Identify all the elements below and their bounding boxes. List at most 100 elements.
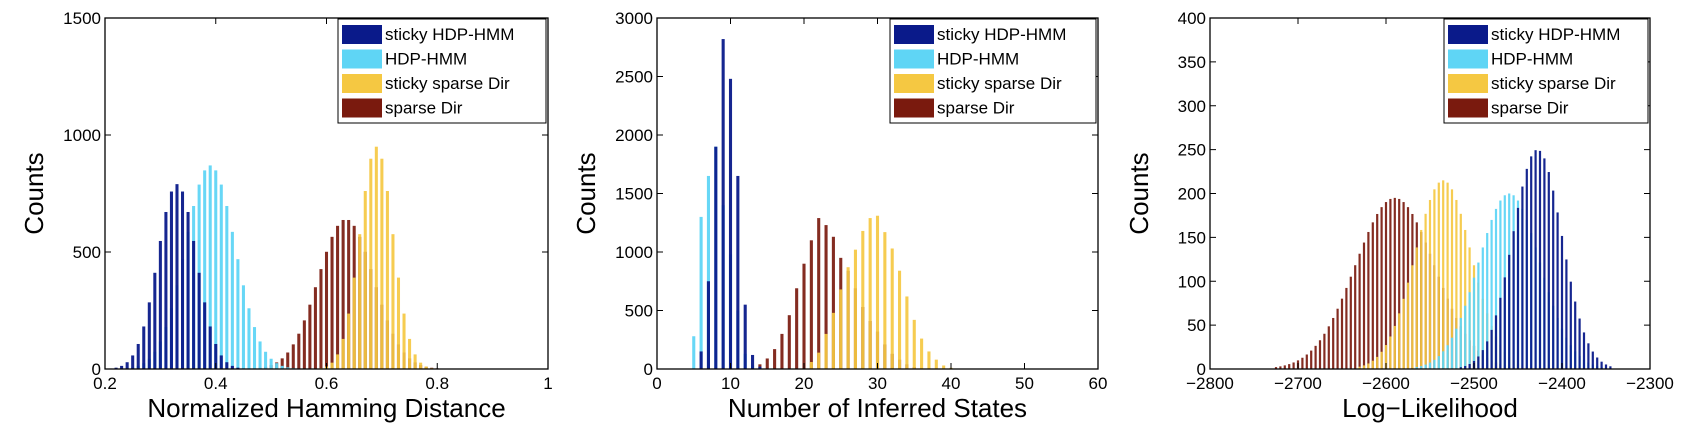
bar bbox=[241, 285, 245, 369]
bar bbox=[1376, 213, 1379, 369]
bar bbox=[942, 365, 946, 369]
bar bbox=[721, 39, 725, 370]
bar bbox=[247, 308, 251, 369]
bar bbox=[1411, 265, 1414, 369]
y-axis-label: Counts bbox=[19, 152, 49, 234]
bar bbox=[1437, 356, 1440, 369]
bar bbox=[1336, 308, 1339, 369]
bar bbox=[699, 216, 703, 369]
bar bbox=[1415, 247, 1418, 369]
legend-label: HDP-HMM bbox=[937, 50, 1019, 69]
series-sticky-sparse-dir bbox=[809, 215, 953, 369]
bar bbox=[214, 170, 218, 369]
bar bbox=[1274, 367, 1278, 369]
bar bbox=[817, 352, 821, 369]
bar bbox=[1345, 287, 1348, 369]
bar bbox=[408, 338, 412, 369]
bar bbox=[1521, 186, 1524, 369]
bar bbox=[402, 313, 406, 369]
bar bbox=[1490, 219, 1493, 369]
bar bbox=[1389, 336, 1392, 369]
bar bbox=[1292, 362, 1295, 369]
series-sticky-sparse-dir bbox=[319, 146, 434, 369]
bar bbox=[728, 78, 733, 369]
bar bbox=[824, 333, 828, 369]
bar bbox=[336, 225, 340, 369]
legend-label: HDP-HMM bbox=[385, 50, 467, 69]
y-tick-label: 0 bbox=[644, 360, 653, 379]
legend-label: sticky HDP-HMM bbox=[385, 25, 514, 44]
bar bbox=[319, 269, 323, 369]
legend-swatch bbox=[894, 98, 934, 118]
bar bbox=[1433, 189, 1436, 369]
bar bbox=[1323, 333, 1326, 369]
bar bbox=[875, 215, 880, 369]
bar bbox=[1398, 313, 1401, 369]
x-tick-label: 50 bbox=[1015, 374, 1034, 393]
series-sticky-hdp-hmm bbox=[1459, 150, 1612, 369]
chart-panel-3: −2800 −2700 −2600 −2500 −2400 −2300 0 50 100 150 2… bbox=[1124, 9, 1674, 423]
legend-swatch bbox=[1448, 74, 1488, 93]
bar bbox=[330, 362, 334, 369]
bar bbox=[1450, 337, 1454, 369]
bar bbox=[352, 277, 356, 369]
bar bbox=[751, 354, 755, 369]
bar bbox=[905, 296, 909, 369]
legend-label: sparse Dir bbox=[937, 99, 1015, 118]
bar bbox=[131, 355, 135, 369]
bar bbox=[890, 248, 894, 369]
bar bbox=[419, 362, 423, 369]
bar bbox=[920, 338, 924, 369]
bar bbox=[136, 343, 140, 369]
bar bbox=[861, 230, 865, 369]
bar bbox=[286, 352, 290, 369]
bar bbox=[1459, 367, 1462, 369]
bar bbox=[1560, 235, 1564, 369]
bar bbox=[1340, 298, 1344, 369]
chart-panel-2: 0 10 20 30 40 50 60 0 500 1000 1500 2000 2500 3000 Num… bbox=[571, 9, 1107, 423]
bar bbox=[1574, 301, 1577, 369]
bar bbox=[197, 272, 201, 369]
x-tick-label: 1 bbox=[543, 374, 552, 393]
bar bbox=[758, 366, 762, 369]
bar bbox=[1327, 326, 1330, 369]
bar bbox=[1393, 325, 1396, 369]
x-tick-label: 30 bbox=[868, 374, 887, 393]
bar bbox=[1283, 365, 1286, 369]
legend-swatch bbox=[342, 49, 382, 69]
bar bbox=[1486, 341, 1489, 369]
bar bbox=[1318, 340, 1322, 369]
legend: sticky HDP-HMM HDP-HMM sticky sparse Dir sp… bbox=[337, 18, 547, 124]
bar bbox=[1384, 202, 1388, 369]
bar bbox=[280, 365, 284, 369]
bar bbox=[1525, 168, 1528, 369]
bar bbox=[413, 354, 417, 369]
y-tick-label: 0 bbox=[1197, 360, 1206, 379]
x-tick-label: 0.2 bbox=[93, 374, 117, 393]
bar bbox=[1446, 182, 1449, 369]
bar bbox=[846, 267, 850, 369]
bar bbox=[1310, 350, 1313, 369]
y-tick-label: 1000 bbox=[615, 243, 653, 262]
y-tick-label: 1500 bbox=[615, 185, 653, 204]
legend-swatch bbox=[342, 25, 382, 44]
x-tick-label: 20 bbox=[795, 374, 814, 393]
bar bbox=[1490, 329, 1493, 369]
bar bbox=[1384, 345, 1388, 369]
bar bbox=[297, 333, 301, 369]
bar bbox=[153, 272, 157, 369]
bar bbox=[1358, 366, 1361, 369]
bar bbox=[1486, 233, 1489, 369]
series-sticky-sparse-dir bbox=[1358, 180, 1528, 369]
bar bbox=[1371, 222, 1374, 369]
bar bbox=[1433, 359, 1436, 369]
bar bbox=[1314, 345, 1317, 369]
y-tick-label: 0 bbox=[92, 360, 101, 379]
bar bbox=[142, 326, 146, 369]
bar bbox=[1367, 231, 1370, 369]
x-tick-label: 0.4 bbox=[204, 374, 228, 393]
bar bbox=[1279, 366, 1282, 369]
bar bbox=[1464, 365, 1467, 369]
bar bbox=[1569, 281, 1572, 369]
legend: sticky HDP-HMM HDP-HMM sticky sparse Dir sp… bbox=[1443, 18, 1649, 124]
